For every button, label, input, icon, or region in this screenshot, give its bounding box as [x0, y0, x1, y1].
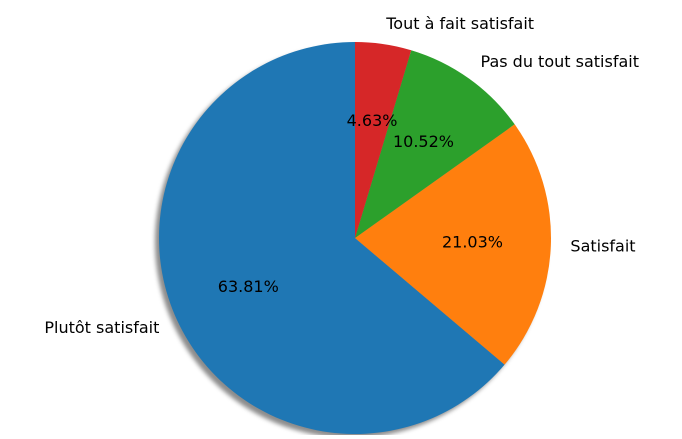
value-label: 63.81%	[218, 277, 279, 296]
value-label: 4.63%	[347, 111, 398, 130]
slice-label: Pas du tout satisfait	[481, 52, 639, 71]
slice-label: Plutôt satisfait	[44, 318, 159, 337]
slice-label: Satisfait	[570, 237, 635, 256]
pie-slice	[355, 50, 515, 238]
value-label: 21.03%	[442, 232, 503, 251]
slice-label: Tout à fait satisfait	[385, 14, 534, 33]
pie-slice	[355, 124, 551, 365]
pie-slice	[159, 42, 505, 435]
value-label: 10.52%	[393, 132, 454, 151]
pie-slice	[355, 42, 412, 238]
